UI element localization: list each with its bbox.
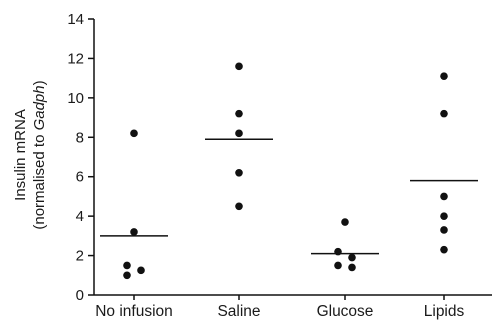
x-category-label: No infusion xyxy=(95,303,173,320)
x-category-labels: No infusion Saline Glucose Lipids xyxy=(95,295,464,320)
y-tick-label: 12 xyxy=(67,50,84,67)
y-tick-label: 14 xyxy=(67,11,84,28)
data-point xyxy=(235,62,243,71)
data-point xyxy=(440,245,448,254)
x-category-label: Saline xyxy=(217,303,260,320)
data-point xyxy=(440,192,448,201)
data-point xyxy=(130,228,138,236)
y-ticks: 0 2 4 6 8 10 12 14 xyxy=(67,11,94,304)
x-category-label: Glucose xyxy=(317,303,374,320)
y-axis-label-line2: (normalised to Gadph) xyxy=(31,80,48,229)
y-tick-label: 10 xyxy=(67,90,84,107)
y-tick-label: 8 xyxy=(76,129,84,146)
data-point xyxy=(235,168,243,177)
data-point xyxy=(440,226,448,234)
data-point xyxy=(235,109,243,118)
data-point xyxy=(348,253,356,262)
x-category-label: Lipids xyxy=(424,303,465,320)
data-point xyxy=(348,263,356,272)
data-point xyxy=(137,266,145,275)
data-point xyxy=(334,247,342,256)
data-point xyxy=(235,202,243,211)
y-tick-label: 4 xyxy=(76,208,84,225)
data-point xyxy=(440,212,448,220)
y-axis-label-suffix: ) xyxy=(31,80,48,85)
data-point xyxy=(123,261,131,270)
y-axis-label-gene: Gadph xyxy=(31,85,48,130)
axes xyxy=(93,19,492,296)
data-points xyxy=(123,62,448,280)
data-point xyxy=(440,72,448,80)
y-axis-label-line1: Insulin mRNA xyxy=(12,109,29,201)
data-point xyxy=(123,271,131,280)
data-point xyxy=(440,109,448,118)
mean-lines xyxy=(100,138,478,255)
y-tick-label: 0 xyxy=(76,287,84,304)
data-point xyxy=(334,261,342,270)
data-point xyxy=(130,129,138,138)
y-tick-label: 6 xyxy=(76,169,84,186)
y-axis-label-prefix: (normalised to xyxy=(31,130,48,229)
data-point xyxy=(341,218,349,226)
data-point xyxy=(235,129,243,138)
y-tick-label: 2 xyxy=(76,248,84,265)
